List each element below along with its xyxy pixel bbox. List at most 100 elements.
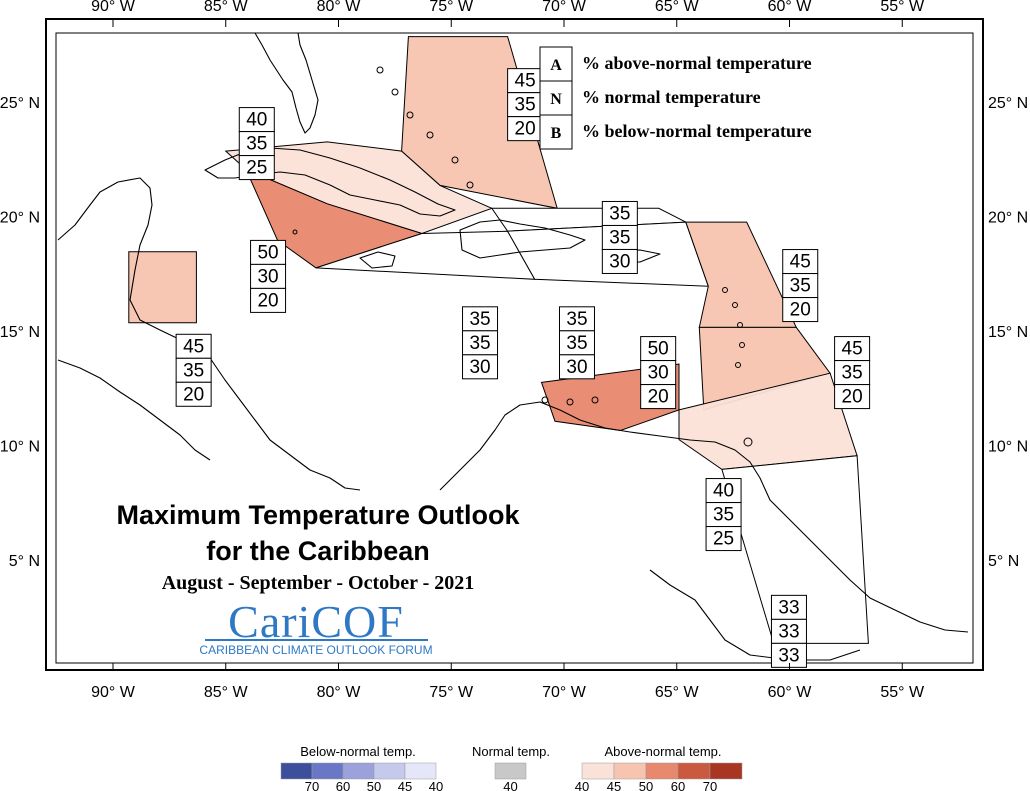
prob-normal-value: 35 <box>842 363 863 384</box>
prob-cell-above <box>640 336 677 362</box>
prob-below-value: 20 <box>790 300 811 321</box>
prob-above-value: 45 <box>183 336 204 357</box>
islands <box>292 66 753 447</box>
axis-labels: 90° W 90° W 85° W 85° W 80° W 80° W 75° W 75° W… <box>0 0 1028 701</box>
prob-cell-below <box>705 526 742 552</box>
prob-below-value: 20 <box>183 384 204 405</box>
prob-above-value: 50 <box>257 242 278 263</box>
legend-tick: 45 <box>398 779 412 791</box>
prob-cell-normal <box>640 360 677 386</box>
zone-guianas <box>721 455 869 644</box>
prob-cell-normal <box>462 330 499 356</box>
right-lat-label: 20° N <box>988 210 1028 227</box>
prob-cell-below <box>175 381 212 407</box>
prob-cell-normal <box>601 224 638 250</box>
prob-cell-normal <box>770 618 807 644</box>
prob-box-turks-and-caicos: 35 35 30 <box>601 200 638 274</box>
prob-cell-above <box>238 107 275 133</box>
prob-below-value: 20 <box>842 387 863 408</box>
prob-box-cayman-islands: 50 30 20 <box>250 239 287 313</box>
prob-below-value: 30 <box>609 251 630 272</box>
legend-tick: 50 <box>367 779 381 791</box>
legend-swatch <box>280 762 313 780</box>
prob-above-value: 35 <box>566 309 587 330</box>
prob-below-value: 30 <box>469 357 490 378</box>
prob-below-value: 20 <box>648 387 669 408</box>
bottom-lon-label: 75° W <box>429 684 474 701</box>
zone-belize <box>128 251 197 324</box>
prob-box-belize: 45 35 20 <box>175 333 212 407</box>
prob-cell-above <box>175 333 212 359</box>
prob-above-value: 45 <box>842 339 863 360</box>
prob-cell-normal <box>507 92 544 118</box>
prob-cell-above <box>558 306 595 332</box>
key-letter-box <box>539 46 573 82</box>
prob-above-value: 45 <box>515 71 536 92</box>
map-title-line2: for the Caribbean <box>206 536 430 566</box>
legend-tick: 40 <box>429 779 443 791</box>
key-letter-box <box>539 114 573 150</box>
key-letter-a: A <box>550 57 562 74</box>
prob-cell-above <box>507 68 544 94</box>
key-description: % above-normal temperature <box>582 53 812 73</box>
prob-above-value: 40 <box>246 110 267 131</box>
prob-normal-value: 30 <box>257 266 278 287</box>
legend-normal: Normal temp. 40 <box>472 744 550 791</box>
legend-tick: 70 <box>305 779 319 791</box>
legend-swatch <box>709 762 743 780</box>
prob-box-abc-islands: 50 30 20 <box>640 336 677 410</box>
legend-swatch <box>613 762 647 780</box>
right-lat-label: 15° N <box>988 324 1028 341</box>
right-lat-label: 25° N <box>988 95 1028 112</box>
top-lon-label: 80° W <box>317 0 362 15</box>
bottom-lon-label: 80° W <box>317 684 362 701</box>
prob-cell-below <box>640 384 677 410</box>
left-lat-label: 15° N <box>0 324 40 341</box>
legend-below-heading: Below-normal temp. <box>300 744 416 759</box>
legend-tick: 60 <box>336 779 350 791</box>
legend-normal-heading: Normal temp. <box>472 744 550 759</box>
prob-cell-normal <box>175 357 212 383</box>
prob-cell-normal <box>834 360 871 386</box>
prob-cell-below <box>770 642 807 668</box>
prob-box-windward-islands: 45 35 20 <box>834 336 871 410</box>
key-description: % normal temperature <box>582 87 761 107</box>
top-lon-label: 75° W <box>429 0 474 15</box>
legend-tick: 60 <box>671 779 685 791</box>
prob-below-value: 30 <box>566 357 587 378</box>
legend-below: Below-normal temp. 70 60 50 45 40 <box>280 744 443 791</box>
bottom-lon-label: 65° W <box>655 684 700 701</box>
key-letter-box <box>539 80 573 116</box>
legend-tick: 45 <box>607 779 621 791</box>
prob-normal-value: 35 <box>566 333 587 354</box>
prob-normal-value: 35 <box>183 360 204 381</box>
prob-above-value: 33 <box>778 597 799 618</box>
prob-above-value: 40 <box>713 481 734 502</box>
bottom-lon-label: 85° W <box>204 684 249 701</box>
legend-swatch <box>645 762 679 780</box>
top-lon-label: 85° W <box>204 0 249 15</box>
prob-box-cuba: 40 35 25 <box>238 107 275 181</box>
logo-subtitle: CARIBBEAN CLIMATE OUTLOOK FORUM <box>199 643 432 657</box>
prob-normal-value: 35 <box>469 333 490 354</box>
legend-above-heading: Above-normal temp. <box>604 744 721 759</box>
prob-cell-above <box>601 200 638 226</box>
right-lat-label: 10° N <box>988 439 1028 456</box>
prob-normal-value: 35 <box>790 276 811 297</box>
prob-cell-normal <box>250 263 287 289</box>
map-title-line1: Maximum Temperature Outlook <box>116 500 520 530</box>
legend-swatch <box>404 762 437 780</box>
legend-tick: 40 <box>503 779 517 791</box>
caricof-logo: CariCOF CARIBBEAN CLIMATE OUTLOOK FORUM <box>199 596 432 657</box>
prob-below-value: 33 <box>778 645 799 666</box>
prob-above-value: 45 <box>790 252 811 273</box>
legend-swatch <box>373 762 406 780</box>
prob-cell-below <box>834 384 871 410</box>
prob-cell-above <box>462 306 499 332</box>
prob-normal-value: 30 <box>648 363 669 384</box>
prob-cell-below <box>250 287 287 313</box>
key-description: % below-normal temperature <box>582 121 812 141</box>
legend-tick: 40 <box>575 779 589 791</box>
key-letter-b: B <box>551 125 562 142</box>
